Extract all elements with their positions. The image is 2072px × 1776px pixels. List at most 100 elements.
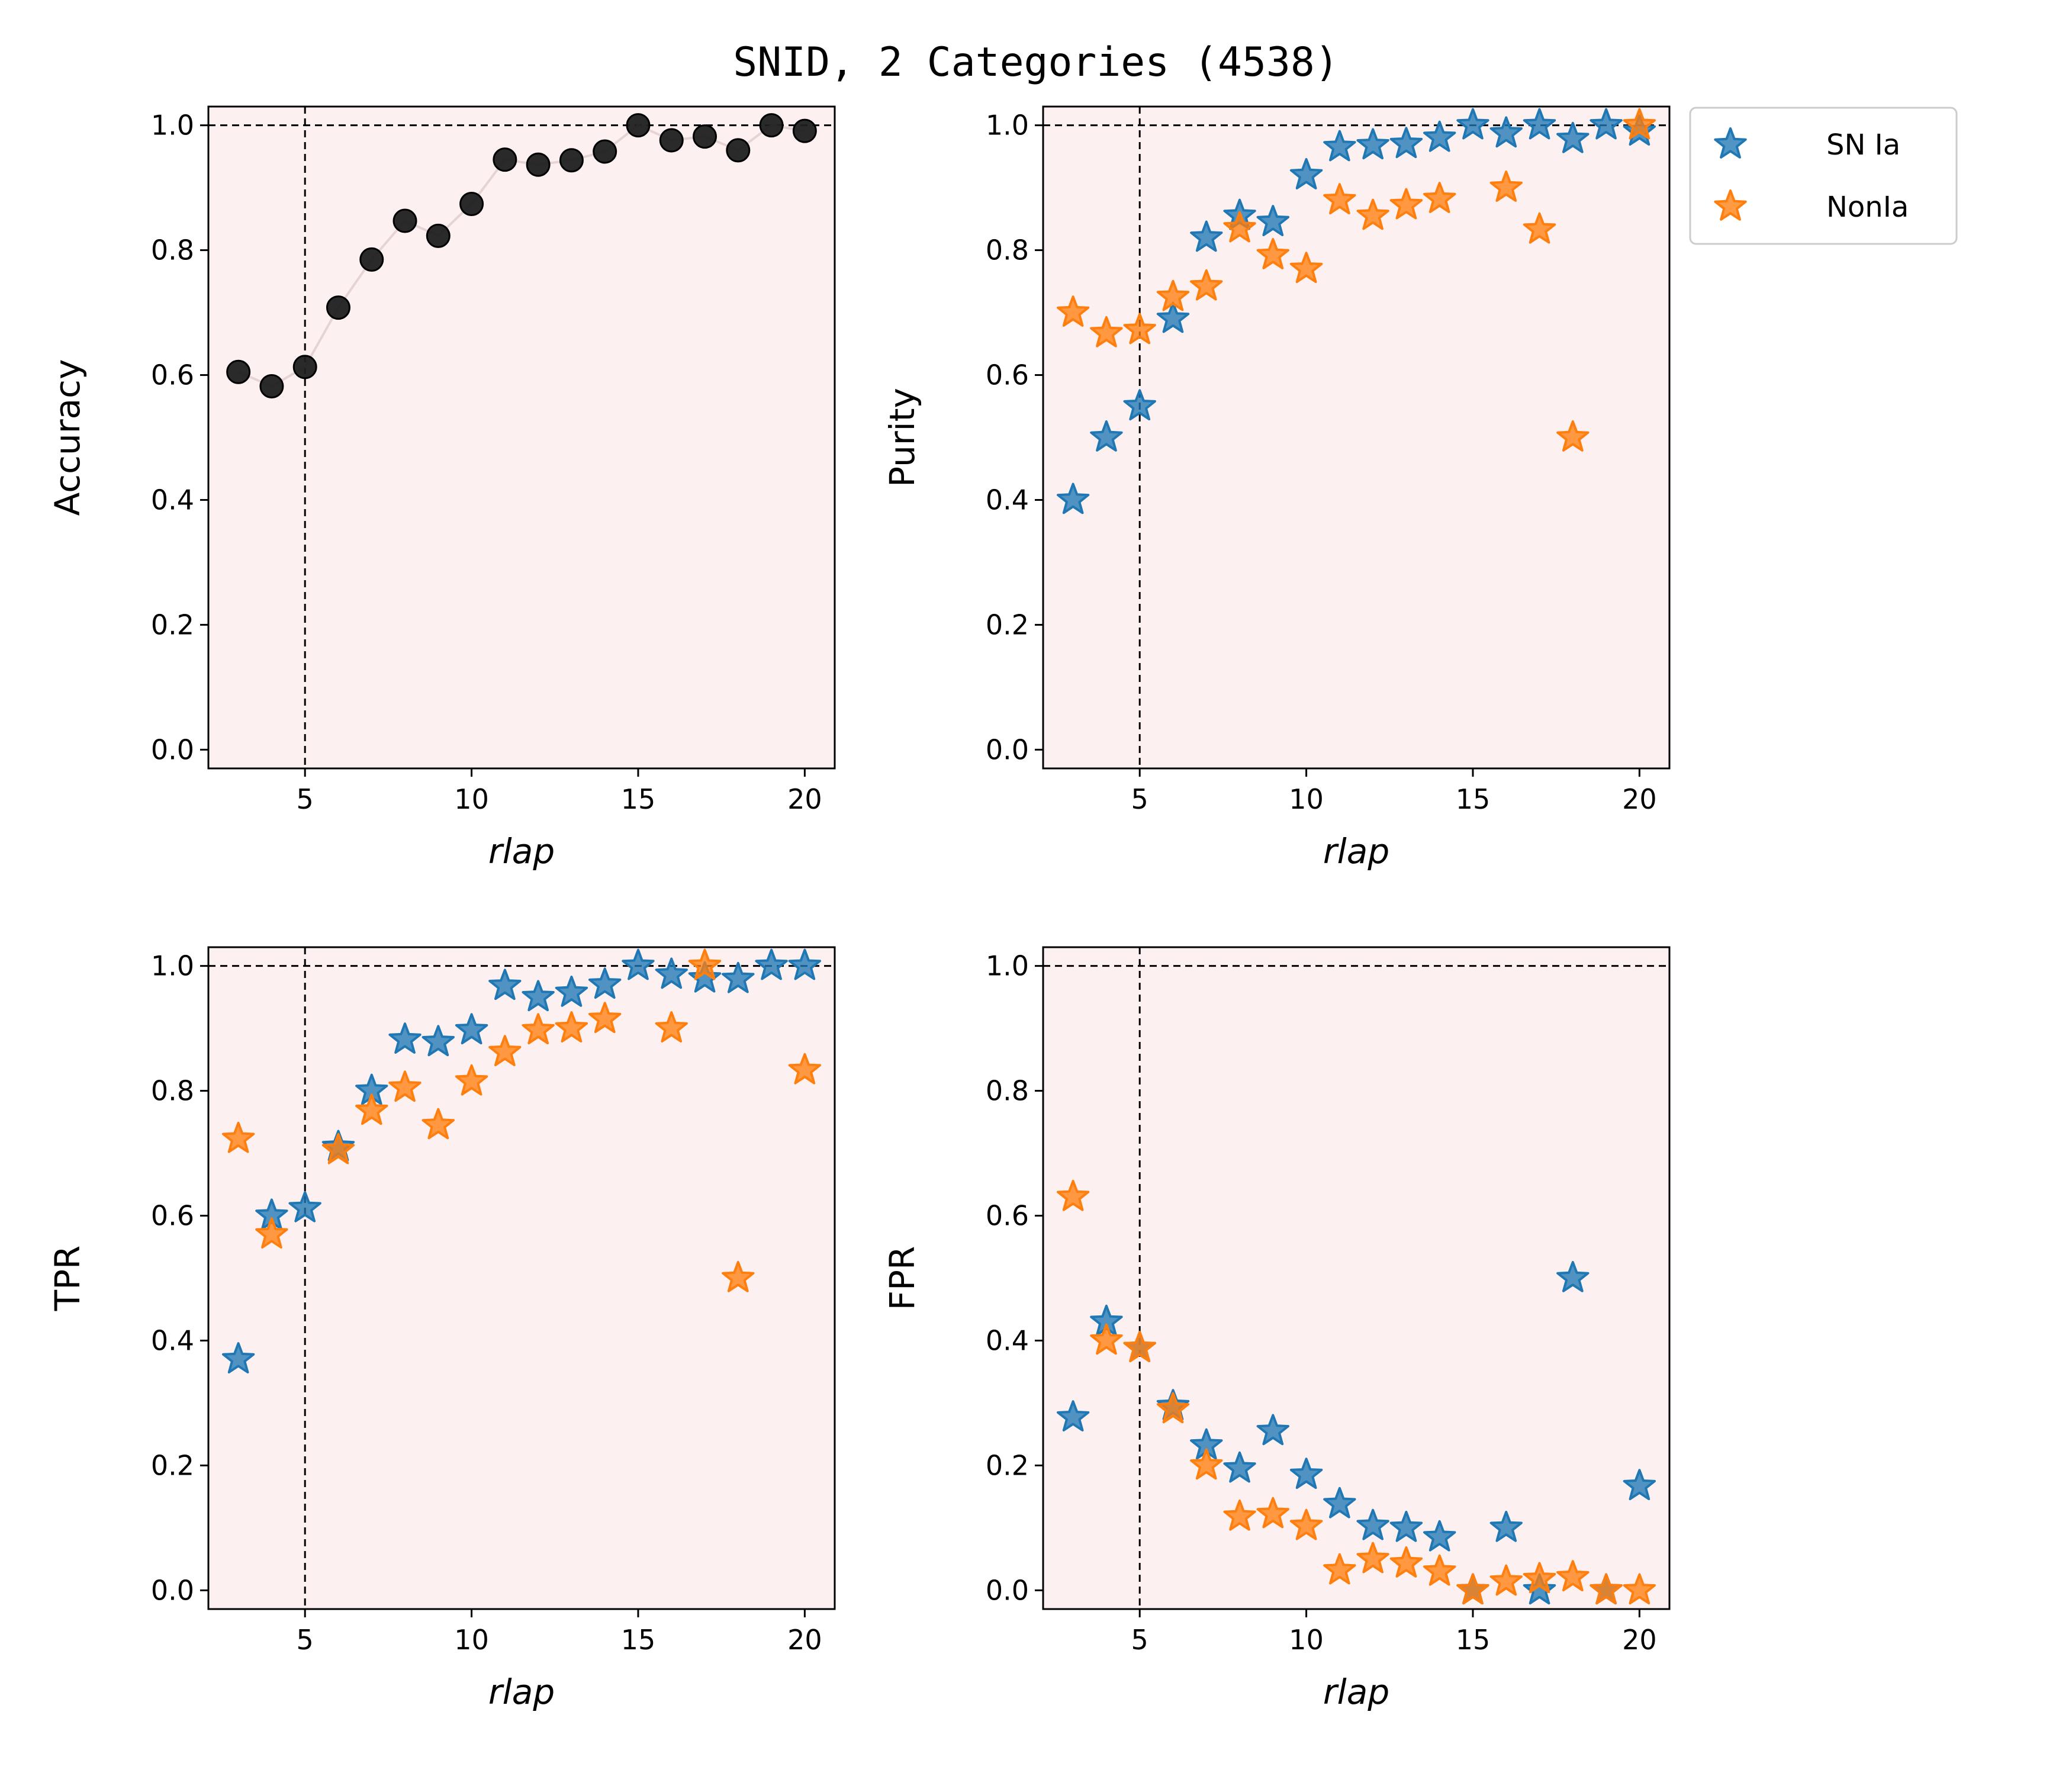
data-point bbox=[255, 1217, 288, 1249]
data-point bbox=[1556, 1261, 1590, 1292]
data-point bbox=[526, 152, 551, 177]
data-point bbox=[1423, 1520, 1456, 1552]
data-point bbox=[659, 128, 684, 153]
data-point bbox=[1057, 1400, 1090, 1431]
data-point bbox=[1289, 252, 1323, 284]
data-point bbox=[588, 1002, 622, 1034]
data-point bbox=[655, 1011, 688, 1043]
y-tick-label: 0.0 bbox=[986, 733, 1029, 765]
x-axis-label: rlap bbox=[488, 831, 555, 871]
x-tick-label: 15 bbox=[1456, 783, 1491, 815]
data-point bbox=[1289, 1508, 1323, 1540]
y-tick-label: 0.2 bbox=[151, 609, 194, 641]
data-point bbox=[321, 1132, 355, 1164]
data-point bbox=[722, 961, 755, 993]
x-tick-label: 20 bbox=[787, 1624, 822, 1656]
data-point bbox=[1057, 295, 1090, 327]
data-point bbox=[292, 355, 317, 379]
data-point bbox=[422, 1108, 455, 1140]
data-point bbox=[722, 1261, 755, 1292]
data-point bbox=[359, 247, 384, 272]
legend-label-nonia: NonIa bbox=[1826, 191, 1909, 224]
data-point bbox=[1389, 1510, 1423, 1542]
data-point bbox=[688, 961, 722, 993]
data-point bbox=[1356, 128, 1389, 160]
data-point bbox=[522, 1013, 555, 1045]
y-tick-label: 0.4 bbox=[986, 1324, 1029, 1356]
x-tick-label: 10 bbox=[454, 1624, 489, 1656]
y-axis-label: FPR bbox=[882, 1246, 922, 1311]
data-point bbox=[1090, 316, 1123, 348]
data-point bbox=[759, 113, 784, 138]
series-nonia bbox=[1057, 1179, 1656, 1605]
x-tick-label: 5 bbox=[297, 1624, 314, 1656]
data-point bbox=[693, 124, 718, 149]
data-point bbox=[1090, 1323, 1123, 1355]
panel-tpr: 5 10 15 20 0.0 0.2 0.4 0.6 0.8 1.0 rlap TPR bbox=[47, 946, 836, 1712]
data-point bbox=[1156, 279, 1190, 311]
axes-frame bbox=[207, 946, 836, 1610]
x-tick-label: 5 bbox=[1131, 783, 1148, 815]
y-tick-label: 0.2 bbox=[151, 1449, 194, 1481]
data-point bbox=[226, 359, 251, 384]
x-tick-label: 20 bbox=[1622, 783, 1657, 815]
data-point bbox=[1323, 130, 1356, 162]
data-point bbox=[688, 948, 722, 980]
data-point bbox=[755, 948, 788, 980]
data-point bbox=[455, 1064, 488, 1096]
data-point bbox=[1323, 1553, 1356, 1585]
series-accuracy bbox=[226, 113, 817, 399]
y-tick-label: 0.4 bbox=[151, 484, 194, 516]
data-point bbox=[1223, 1499, 1256, 1531]
data-point bbox=[1323, 1487, 1356, 1518]
y-axis-label: Accuracy bbox=[47, 359, 88, 516]
data-point bbox=[555, 976, 588, 1007]
y-tick-label: 0.6 bbox=[151, 359, 194, 391]
y-tick-label: 0.2 bbox=[986, 1449, 1029, 1481]
x-tick-label: 10 bbox=[1289, 783, 1324, 815]
x-axis-label: rlap bbox=[488, 1672, 555, 1712]
plot-area bbox=[208, 107, 835, 768]
data-point bbox=[1556, 121, 1590, 153]
data-point bbox=[1190, 220, 1223, 252]
x-tick-label: 10 bbox=[1289, 1624, 1324, 1656]
data-point bbox=[1523, 1562, 1556, 1594]
data-point bbox=[1423, 1554, 1456, 1586]
data-point bbox=[1423, 120, 1456, 152]
data-point bbox=[1356, 1542, 1389, 1574]
data-point bbox=[422, 1025, 455, 1057]
y-tick-label: 0.2 bbox=[986, 609, 1029, 641]
data-point bbox=[1289, 158, 1323, 189]
data-point bbox=[1256, 205, 1289, 236]
panel-purity: 5 10 15 20 0.0 0.2 0.4 0.6 0.8 1.0 rlap Purity bbox=[882, 105, 1671, 871]
data-point bbox=[559, 148, 584, 173]
data-point bbox=[1489, 1564, 1523, 1596]
data-point bbox=[555, 1011, 588, 1043]
x-tick-label: 5 bbox=[1131, 1624, 1148, 1656]
data-point bbox=[1389, 188, 1423, 220]
y-tick-label: 0.8 bbox=[986, 234, 1029, 266]
data-point bbox=[1356, 1508, 1389, 1540]
y-axis-label: TPR bbox=[47, 1246, 88, 1312]
y-tick-label: 1.0 bbox=[986, 950, 1029, 982]
y-tick-label: 1.0 bbox=[151, 110, 194, 141]
data-point bbox=[1556, 1560, 1590, 1592]
data-point bbox=[1590, 1573, 1623, 1605]
data-point bbox=[259, 374, 284, 399]
y-tick-label: 0.6 bbox=[986, 359, 1029, 391]
x-tick-label: 5 bbox=[297, 783, 314, 815]
series-nonia bbox=[1057, 108, 1656, 452]
y-tick-label: 0.6 bbox=[151, 1200, 194, 1232]
data-point bbox=[788, 948, 821, 980]
y-tick-label: 1.0 bbox=[986, 110, 1029, 141]
data-point bbox=[788, 1053, 821, 1085]
data-point bbox=[488, 1035, 522, 1066]
data-point bbox=[1156, 301, 1190, 333]
data-point bbox=[288, 1191, 321, 1222]
data-point bbox=[1190, 269, 1223, 301]
y-tick-label: 0.0 bbox=[151, 733, 194, 765]
data-point bbox=[1523, 212, 1556, 244]
axes-frame bbox=[1042, 105, 1671, 770]
data-point bbox=[1389, 1546, 1423, 1578]
y-axis-label: Purity bbox=[882, 388, 922, 487]
